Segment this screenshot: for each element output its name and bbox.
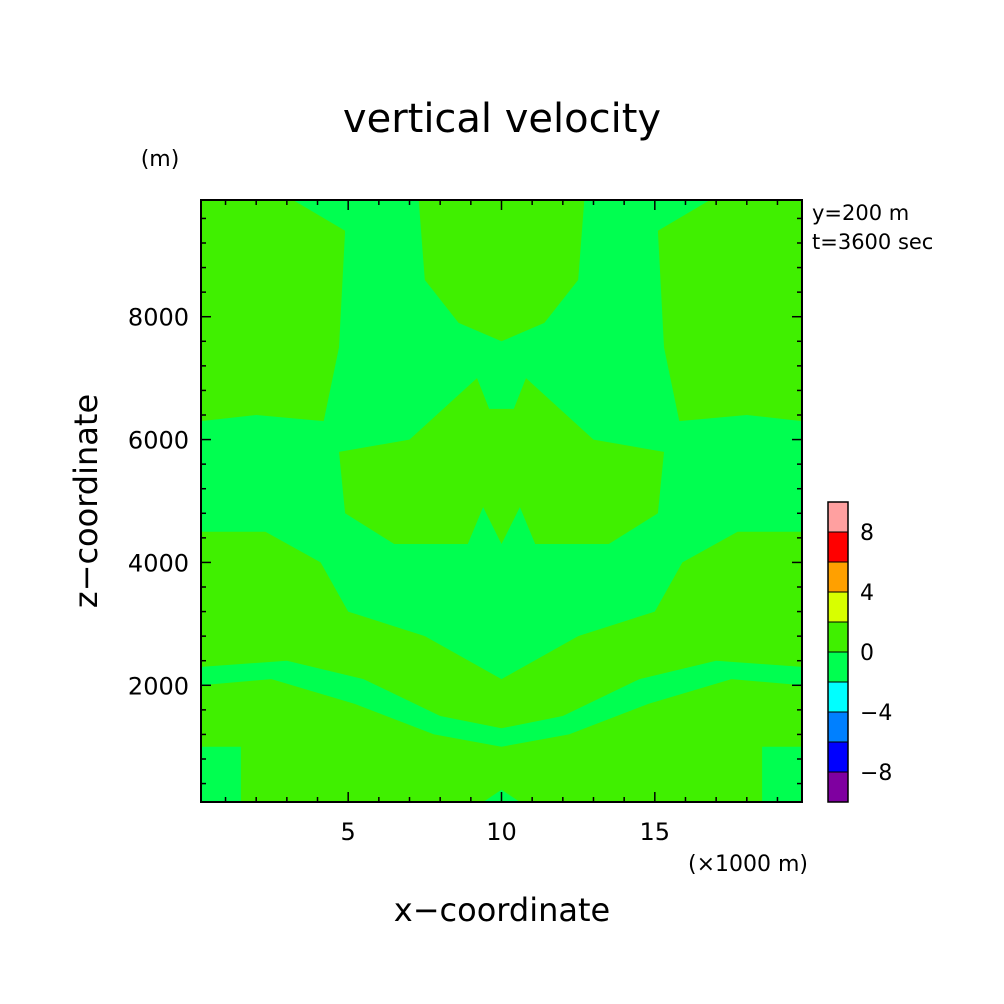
- region-upper-left: [201, 200, 346, 422]
- positive-regions: [201, 200, 802, 802]
- region-left-mid: [201, 531, 802, 729]
- x-unit-label: (×1000 m): [688, 852, 808, 877]
- colorbar-swatch: [827, 591, 849, 623]
- colorbar-swatch: [827, 681, 849, 713]
- colorbar-swatch: [827, 651, 849, 683]
- plot-area: 5 10 15 2000 4000 6000 8000: [128, 199, 803, 846]
- region-upper-right: [657, 200, 802, 422]
- region-middle: [339, 378, 664, 544]
- colorbar-swatch: [827, 741, 849, 773]
- x-tick-label: 10: [486, 818, 517, 846]
- colorbar-swatch: [827, 501, 849, 533]
- y-axis-label: z−coordinate: [67, 394, 105, 608]
- annotation-y: y=200 m: [812, 201, 909, 225]
- colorbar-swatch: [827, 621, 849, 653]
- y-tick-label: 8000: [128, 304, 189, 332]
- x-axis-label: x−coordinate: [394, 891, 610, 929]
- colorbar-swatch: [827, 771, 849, 803]
- region-upper-center: [418, 200, 585, 342]
- colorbar-swatch: [827, 561, 849, 593]
- y-tick-label: 6000: [128, 427, 189, 455]
- y-tick-label: 2000: [128, 672, 189, 700]
- region-bottom: [201, 679, 802, 802]
- colorbar-tick-label: 4: [860, 581, 874, 606]
- colorbar-swatch: [827, 711, 849, 743]
- colorbar-tick-label: 0: [860, 641, 874, 666]
- colorbar: −8 −4 0 4 8: [827, 501, 892, 803]
- colorbar-frame: [827, 501, 849, 803]
- y-tick-label: 4000: [128, 549, 189, 577]
- y-ticks: 2000 4000 6000 8000: [128, 217, 802, 785]
- chart-title: vertical velocity: [343, 96, 661, 142]
- colorbar-tick-label: −4: [860, 701, 892, 726]
- colorbar-tick-label: −8: [860, 761, 892, 786]
- x-tick-label: 5: [341, 818, 356, 846]
- y-unit-label: (m): [141, 147, 180, 172]
- annotation-t: t=3600 sec: [812, 230, 933, 254]
- x-tick-label: 15: [640, 818, 671, 846]
- colorbar-tick-label: 8: [860, 521, 874, 546]
- colorbar-swatch: [827, 531, 849, 563]
- x-ticks: 5 10 15: [224, 200, 779, 846]
